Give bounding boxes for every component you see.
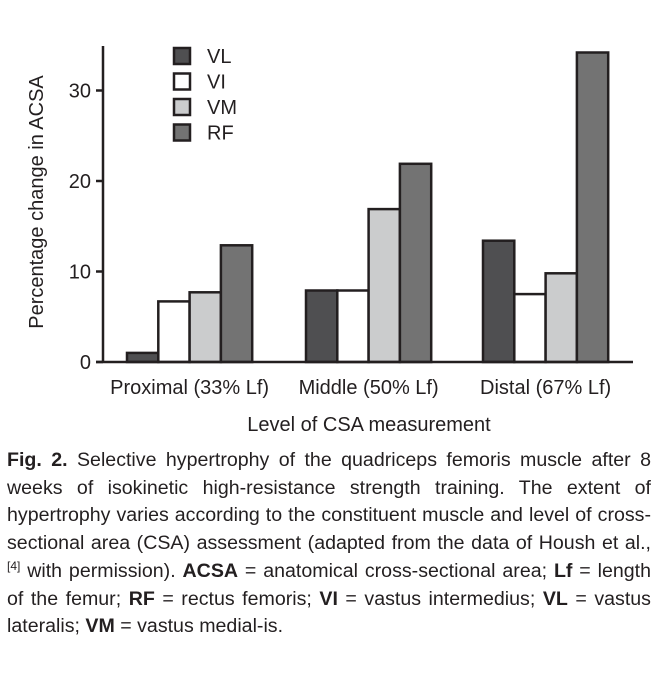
y-axis-label: Percentage change in ACSA bbox=[26, 75, 48, 329]
bar-vl-3 bbox=[481, 239, 516, 364]
legend: VL VI VM RF bbox=[172, 46, 237, 145]
x-tick-label: Proximal (33% Lf) bbox=[110, 377, 269, 399]
legend-label-vl: VL bbox=[207, 46, 231, 68]
legend-label-rf: RF bbox=[207, 123, 234, 145]
caption-text: = rectus femoris; bbox=[154, 587, 320, 610]
caption-text: = vastus medial-is. bbox=[114, 615, 284, 638]
x-tick-label: Middle (50% Lf) bbox=[299, 377, 439, 399]
caption-text: = vastus lateralis; bbox=[7, 587, 651, 638]
legend-swatch-vl bbox=[172, 46, 192, 66]
bar-vm-1 bbox=[188, 291, 223, 364]
bar-rf-1 bbox=[219, 244, 254, 364]
bars-layer bbox=[125, 51, 610, 364]
figure-label: Fig. 2. bbox=[7, 449, 68, 471]
bar-vl-1 bbox=[125, 351, 160, 364]
caption-text: = length of the femur; bbox=[7, 559, 652, 610]
caption-text: Selective hypertrophy of the quadriceps … bbox=[7, 449, 651, 555]
citation-ref: [4] bbox=[7, 558, 21, 573]
bar-rf-2 bbox=[398, 162, 433, 364]
figure-caption: Fig. 2. Selective hypertrophy of the qua… bbox=[7, 447, 651, 641]
abbreviation-term: VL bbox=[542, 587, 568, 610]
caption-text: = anatomical cross-sectional area; bbox=[238, 559, 554, 582]
legend-label-vm: VM bbox=[207, 97, 237, 119]
abbreviation-term: RF bbox=[128, 587, 155, 610]
legend-swatch-vi bbox=[172, 72, 192, 91]
caption-text: with permission). bbox=[20, 559, 183, 582]
bar-vm-2 bbox=[367, 207, 402, 364]
bar-chart: 0 10 20 30 Proximal (33% Lf) Middle (50% Lf)… bbox=[26, 46, 633, 436]
abbreviation-term: VI bbox=[319, 587, 338, 610]
y-tick-label: 10 bbox=[69, 262, 91, 284]
bar-vm-3 bbox=[544, 272, 579, 364]
x-tick-label: Distal (67% Lf) bbox=[480, 377, 611, 399]
bar-vi-3 bbox=[513, 292, 547, 364]
x-tick-labels: Proximal (33% Lf) Middle (50% Lf) Distal (… bbox=[110, 377, 611, 399]
caption-text: = vastus intermedius; bbox=[337, 587, 543, 610]
bar-vl-2 bbox=[304, 289, 339, 364]
legend-swatch-vm bbox=[172, 97, 192, 117]
y-tick-label: 30 bbox=[69, 81, 91, 103]
abbreviation-term: ACSA bbox=[182, 559, 239, 582]
abbreviation-term: VM bbox=[85, 615, 115, 638]
y-tick-label: 0 bbox=[80, 352, 91, 374]
abbreviation-term: Lf bbox=[553, 559, 573, 582]
caption-body: Selective hypertrophy of the quadriceps … bbox=[7, 449, 651, 637]
bar-vi-2 bbox=[336, 289, 370, 364]
y-tick-label: 20 bbox=[69, 171, 91, 193]
y-ticks: 0 10 20 30 bbox=[69, 81, 103, 374]
bar-rf-3 bbox=[575, 51, 610, 364]
x-axis-label: Level of CSA measurement bbox=[247, 414, 491, 436]
bar-vi-1 bbox=[157, 300, 191, 364]
legend-label-vi: VI bbox=[207, 72, 226, 94]
legend-swatch-rf bbox=[172, 123, 192, 142]
